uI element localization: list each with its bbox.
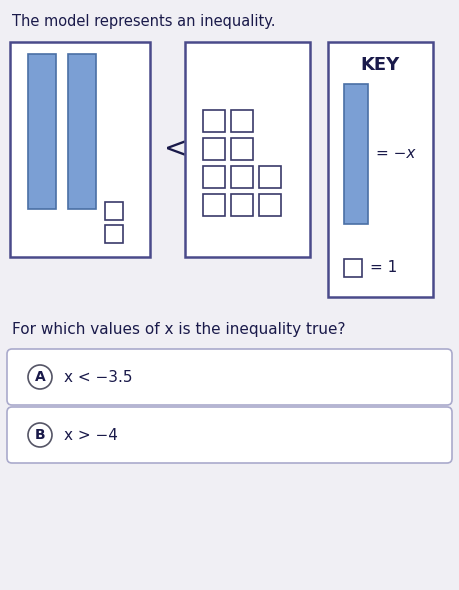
- Text: = −x: = −x: [376, 146, 415, 162]
- FancyBboxPatch shape: [7, 349, 452, 405]
- Text: <: <: [164, 135, 187, 163]
- Bar: [328, 42, 433, 297]
- Bar: [105, 225, 123, 243]
- Bar: [105, 202, 123, 220]
- Bar: [259, 166, 281, 188]
- Text: For which values of x is the inequality true?: For which values of x is the inequality …: [12, 322, 346, 337]
- Text: A: A: [34, 370, 45, 384]
- Bar: [259, 194, 281, 216]
- Bar: [185, 42, 310, 257]
- Circle shape: [28, 365, 52, 389]
- Bar: [28, 54, 56, 209]
- FancyBboxPatch shape: [7, 407, 452, 463]
- Text: B: B: [35, 428, 45, 442]
- Bar: [344, 259, 362, 277]
- Text: The model represents an inequality.: The model represents an inequality.: [12, 14, 275, 29]
- Text: x > −4: x > −4: [64, 428, 118, 442]
- Bar: [231, 194, 253, 216]
- Text: KEY: KEY: [361, 56, 400, 74]
- Text: = 1: = 1: [370, 261, 397, 276]
- Bar: [344, 84, 368, 224]
- Bar: [231, 166, 253, 188]
- Bar: [203, 138, 225, 160]
- Bar: [203, 194, 225, 216]
- Text: x < −3.5: x < −3.5: [64, 369, 133, 385]
- Bar: [231, 138, 253, 160]
- Bar: [68, 54, 96, 209]
- Bar: [203, 166, 225, 188]
- Bar: [10, 42, 150, 257]
- Circle shape: [28, 423, 52, 447]
- Bar: [203, 110, 225, 132]
- Bar: [231, 110, 253, 132]
